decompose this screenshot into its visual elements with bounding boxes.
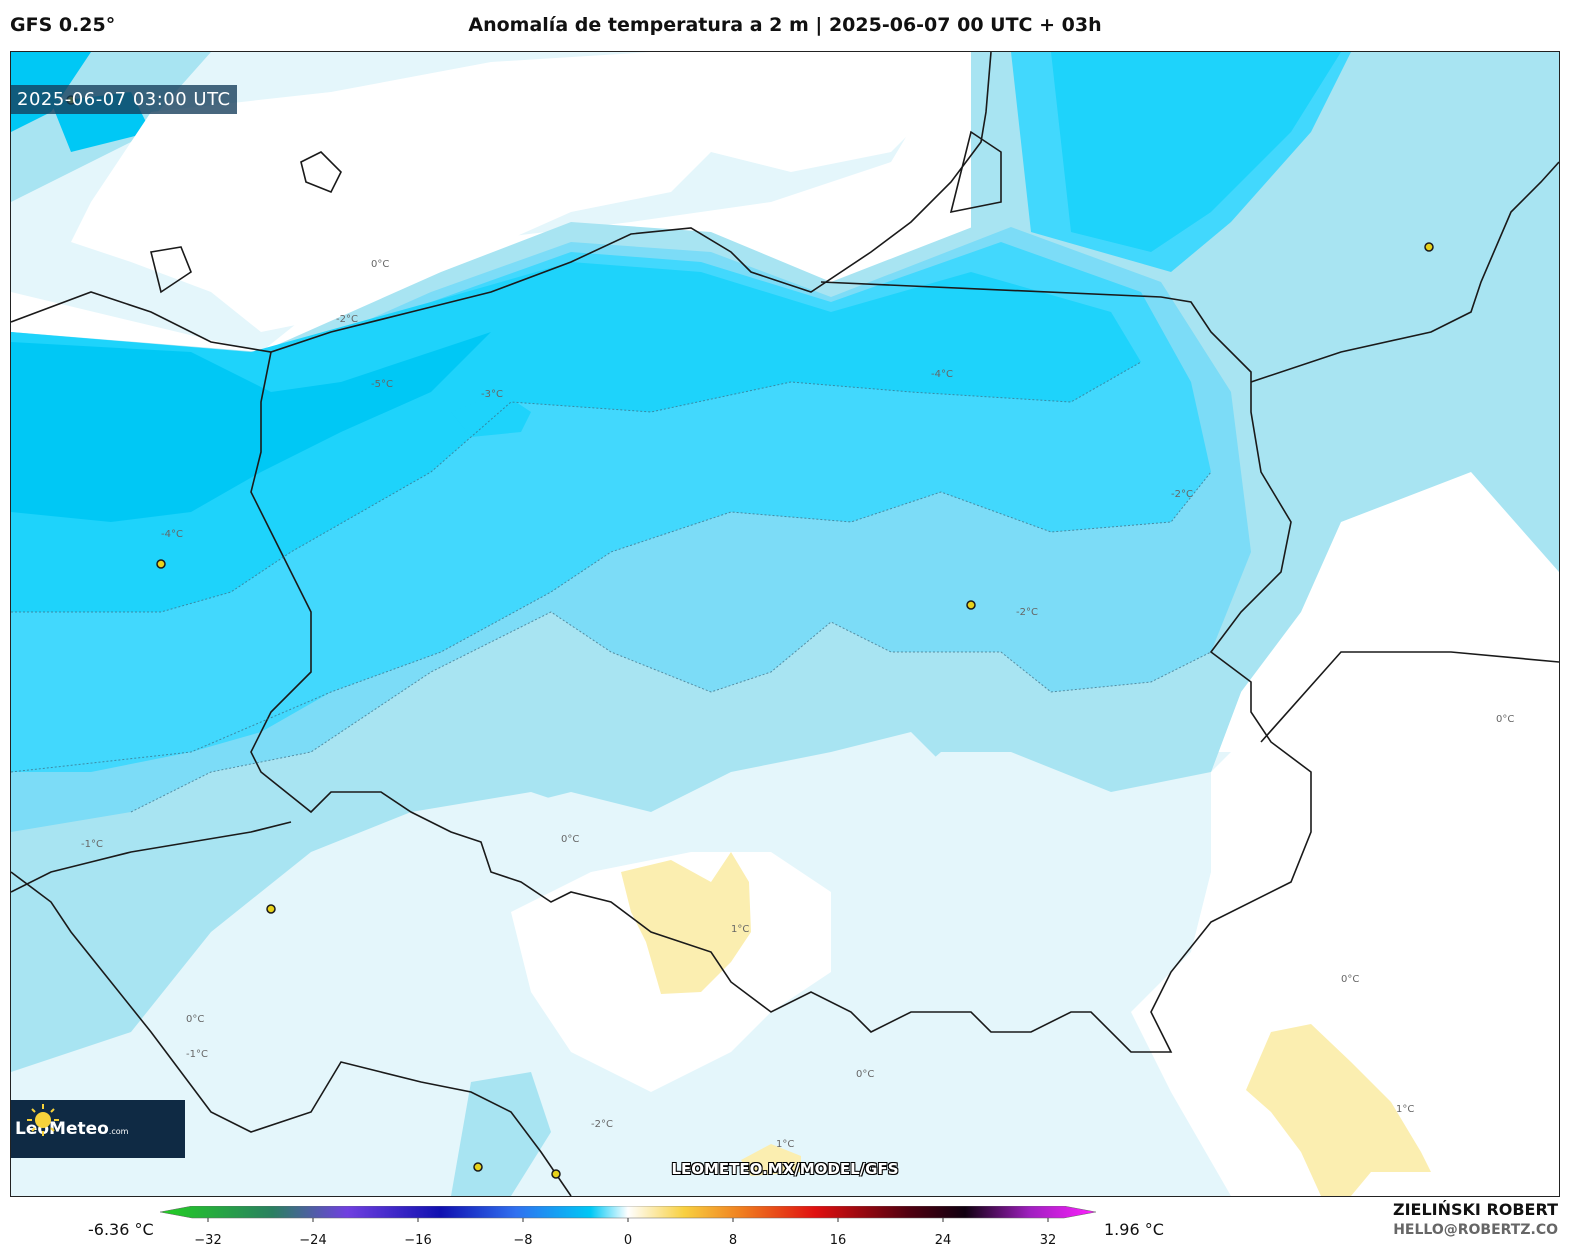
author-email[interactable]: HELLO@ROBERTZ.CO	[1393, 1222, 1558, 1238]
colorbar-tick: 32	[1039, 1233, 1057, 1248]
map-title: Anomalía de temperatura a 2 m | 2025-06-…	[468, 14, 1102, 36]
contour-label: -2°C	[1171, 489, 1193, 500]
sun-icon	[27, 1104, 59, 1136]
anomaly-minus4-zone	[11, 52, 1351, 772]
colorbar-tick: −32	[194, 1233, 222, 1248]
colorbar-tick: −16	[404, 1233, 432, 1248]
contour-label: 0°C	[1341, 974, 1359, 985]
contour-label: 1°C	[731, 924, 749, 935]
temperature-anomaly-map: 0°C -2°C -5°C -3°C -4°C -2°C -4°C -2°C -…	[11, 52, 1559, 1196]
valid-time-label: 2025-06-07 03:00 UTC	[11, 85, 237, 114]
author-name: ZIELIŃSKI ROBERT	[1392, 1200, 1558, 1219]
contour-label: 0°C	[561, 834, 579, 845]
map-area: 0°C -2°C -5°C -3°C -4°C -2°C -4°C -2°C -…	[10, 51, 1560, 1197]
contour-label: -1°C	[81, 839, 103, 850]
contour-label: -3°C	[481, 389, 503, 400]
colorbar-tick: 16	[829, 1233, 847, 1248]
anomaly-minus5-zone	[11, 52, 1341, 612]
contour-label: 1°C	[1396, 1104, 1414, 1115]
contour-label: -1°C	[186, 1049, 208, 1060]
model-label: GFS 0.25°	[10, 14, 116, 36]
contour-label: 1°C	[776, 1139, 794, 1150]
contour-labels: 0°C -2°C -5°C -3°C -4°C -2°C -4°C -2°C -…	[81, 259, 1514, 1150]
colorbar-tick: −24	[299, 1233, 327, 1248]
contour-label: -4°C	[931, 369, 953, 380]
contour-label: 0°C	[1496, 714, 1514, 725]
watermark-url[interactable]: LEOMETEO.MX/MODEL/GFS	[671, 1160, 899, 1178]
anomaly-plus1-patch	[621, 852, 751, 994]
leometeo-logo[interactable]: LeoMeteo.com	[11, 1100, 185, 1158]
colorbar	[160, 1206, 1096, 1222]
colorbar-tick: 24	[934, 1233, 952, 1248]
contour-label: 0°C	[371, 259, 389, 270]
contour-label: 0°C	[856, 1069, 874, 1080]
anomaly-zero-zone-north	[71, 52, 931, 332]
colorbar-min-label: -6.36 °C	[88, 1220, 154, 1239]
anomaly-minus1-zone	[11, 52, 1559, 1196]
contour-label: -2°C	[1016, 607, 1038, 618]
contour-label: -2°C	[591, 1119, 613, 1130]
contour-label: -5°C	[371, 379, 393, 390]
colorbar-max-label: 1.96 °C	[1104, 1220, 1164, 1239]
border-lines	[11, 52, 1559, 1196]
contour-label: -4°C	[161, 529, 183, 540]
colorbar-tick: −8	[513, 1233, 533, 1248]
colorbar-tick: 0	[623, 1233, 633, 1248]
contour-label: 0°C	[186, 1014, 204, 1025]
contour-label: -2°C	[336, 314, 358, 325]
colorbar-tick: 8	[728, 1233, 738, 1248]
